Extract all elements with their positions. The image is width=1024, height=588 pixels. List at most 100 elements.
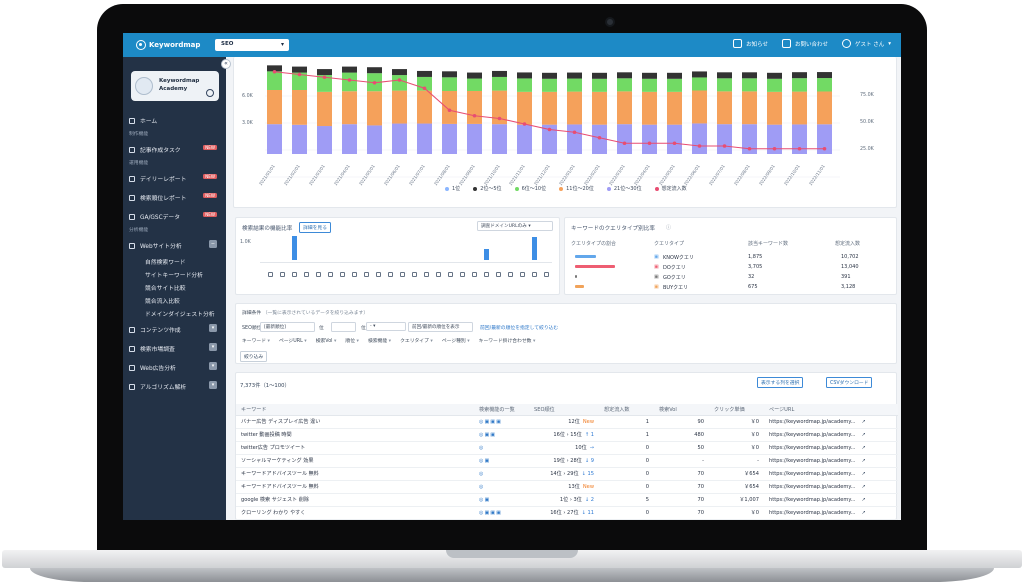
sidebar-item[interactable]: Web広告分析 ▾ — [129, 358, 221, 377]
stacked-bar-segment[interactable] — [742, 124, 757, 154]
stacked-bar-top-segment[interactable] — [792, 72, 807, 79]
inflow-point[interactable] — [647, 141, 652, 146]
stacked-bar-top-segment[interactable] — [567, 72, 582, 79]
sidebar-subitem[interactable]: 競合流入比較 — [145, 294, 221, 307]
stacked-bar-segment[interactable] — [592, 91, 607, 125]
sidebar-item[interactable]: 記事作成タスク NEW — [129, 140, 221, 159]
external-link-icon[interactable]: ↗ — [861, 418, 866, 425]
stacked-bar-segment[interactable] — [617, 91, 632, 125]
external-link-icon[interactable]: ↗ — [861, 444, 866, 451]
inflow-point[interactable] — [472, 113, 477, 118]
external-link-icon[interactable]: ↗ — [861, 496, 866, 503]
table-row[interactable]: twitter 動画投稿 時間 ◎▣▣ 16位 › 15位 ↑ 1 1 480 ￥0 http… — [236, 428, 898, 442]
legend-item[interactable]: 1位 — [445, 185, 460, 192]
stacked-bar-top-segment[interactable] — [492, 70, 507, 77]
stacked-bar-segment[interactable] — [342, 91, 357, 125]
stacked-bar-top-segment[interactable] — [642, 72, 657, 79]
stacked-bar-segment[interactable] — [517, 91, 532, 125]
stacked-bar-segment[interactable] — [517, 78, 532, 92]
stacked-bar-segment[interactable] — [517, 124, 532, 154]
keywordmap-logo[interactable]: Keywordmap — [136, 39, 200, 51]
rank-mode-input[interactable]: [最新順位] — [260, 322, 315, 332]
inflow-point[interactable] — [747, 146, 752, 151]
stacked-bar-top-segment[interactable] — [317, 69, 332, 76]
stacked-bar-top-segment[interactable] — [267, 65, 282, 72]
table-column-header[interactable]: 検索Vol — [654, 404, 709, 416]
stacked-bar-segment[interactable] — [467, 78, 482, 91]
stacked-bar-top-segment[interactable] — [417, 70, 432, 77]
table-column-header[interactable]: 検索機能の一覧 — [474, 404, 529, 416]
filter-chip[interactable]: ページURL — [279, 337, 307, 344]
inflow-point[interactable] — [797, 146, 802, 151]
stacked-bar-segment[interactable] — [367, 125, 382, 154]
stacked-bar-segment[interactable] — [817, 124, 832, 154]
table-row[interactable]: google 検索 サジェスト 削除 ◎▣ 1位 › 3位 ↓ 2 5 70 ￥1,007 h… — [236, 493, 898, 507]
stacked-bar-top-segment[interactable] — [617, 72, 632, 79]
table-column-header[interactable]: クリック単価 — [709, 404, 764, 416]
stacked-bar-segment[interactable] — [592, 78, 607, 92]
stacked-bar-top-segment[interactable] — [542, 72, 557, 79]
sidebar-item[interactable]: ホーム — [129, 111, 221, 130]
sidebar-item[interactable]: GA/GSCデータ NEW — [129, 207, 221, 226]
stacked-bar-segment[interactable] — [792, 91, 807, 125]
stacked-bar-segment[interactable] — [442, 90, 457, 124]
stacked-bar-segment[interactable] — [792, 78, 807, 92]
external-link-icon[interactable]: ↗ — [861, 457, 866, 464]
notifications-button[interactable]: お知らせ — [733, 39, 768, 48]
inflow-point[interactable] — [622, 141, 627, 146]
stacked-bar-segment[interactable] — [567, 124, 582, 154]
stacked-bar-segment[interactable] — [692, 123, 707, 154]
stacked-bar-segment[interactable] — [617, 124, 632, 154]
stacked-bar-segment[interactable] — [617, 78, 632, 92]
legend-item[interactable]: 想定流入数 — [654, 185, 687, 192]
inflow-point[interactable] — [372, 80, 377, 85]
table-column-header[interactable]: 想定流入数 — [599, 404, 654, 416]
sidebar-item[interactable]: コンテンツ作成 ▾ — [129, 320, 221, 339]
stacked-bar-segment[interactable] — [542, 124, 557, 154]
filter-chip[interactable]: 検索機能 — [368, 337, 391, 344]
stacked-bar-segment[interactable] — [342, 124, 357, 154]
filter-chip[interactable]: キーワード — [242, 337, 270, 344]
inflow-point[interactable] — [772, 146, 777, 151]
stacked-bar-segment[interactable] — [692, 77, 707, 91]
stacked-bar-segment[interactable] — [667, 78, 682, 92]
stacked-bar-segment[interactable] — [492, 76, 507, 91]
legend-item[interactable]: 11位〜20位 — [559, 185, 594, 192]
serp-bar[interactable] — [532, 237, 537, 260]
expand-toggle-icon[interactable]: ▾ — [209, 324, 217, 332]
inflow-point[interactable] — [697, 144, 702, 148]
table-column-header[interactable]: ページURL — [764, 404, 898, 416]
sidebar-subitem[interactable]: 競合サイト比較 — [145, 281, 221, 294]
stacked-bar-top-segment[interactable] — [517, 72, 532, 79]
legend-item[interactable]: 6位〜10位 — [514, 185, 546, 192]
stacked-bar-top-segment[interactable] — [667, 72, 682, 79]
stacked-bar-segment[interactable] — [567, 78, 582, 92]
filter-chip[interactable]: 検索Vol — [316, 337, 337, 344]
sidebar-subitem[interactable]: ドメインダイジェスト分析 — [145, 307, 221, 320]
compare-rank-select[interactable]: 前回/最新の順位を表示 — [408, 322, 473, 332]
stacked-bar-top-segment[interactable] — [817, 72, 832, 79]
csv-download-button[interactable]: CSVダウンロード — [826, 377, 873, 388]
inflow-point[interactable] — [322, 75, 327, 80]
stacked-bar-segment[interactable] — [267, 71, 282, 90]
stacked-bar-top-segment[interactable] — [342, 66, 357, 73]
serp-filter-select[interactable]: 調査ドメインURLのみ ▾ — [477, 221, 553, 231]
academy-card[interactable]: Keywordmap Academy — [131, 71, 219, 101]
stacked-bar-segment[interactable] — [342, 72, 357, 92]
sidebar-subitem[interactable]: 自然検索ワード — [145, 255, 221, 268]
stacked-bar-segment[interactable] — [467, 90, 482, 124]
inflow-point[interactable] — [822, 146, 827, 151]
inflow-point[interactable] — [672, 141, 677, 146]
sidebar-item[interactable]: 検索市場調査 ▾ — [129, 339, 221, 358]
gear-icon[interactable] — [206, 89, 214, 97]
info-icon[interactable]: ⓘ — [666, 225, 672, 231]
expand-toggle-icon[interactable]: ▾ — [209, 362, 217, 370]
stacked-bar-segment[interactable] — [492, 90, 507, 125]
inflow-point[interactable] — [347, 78, 352, 82]
stacked-bar-segment[interactable] — [742, 91, 757, 125]
legend-item[interactable]: 21位〜30位 — [606, 185, 642, 192]
table-row[interactable]: twitter広告 プロモツイート ◎ 10位 → 0 50 ￥0 https://keywo… — [236, 441, 898, 455]
stacked-bar-segment[interactable] — [742, 78, 757, 92]
contact-button[interactable]: お問い合わせ — [781, 39, 828, 48]
sidebar-collapse-button[interactable]: « — [221, 59, 231, 69]
